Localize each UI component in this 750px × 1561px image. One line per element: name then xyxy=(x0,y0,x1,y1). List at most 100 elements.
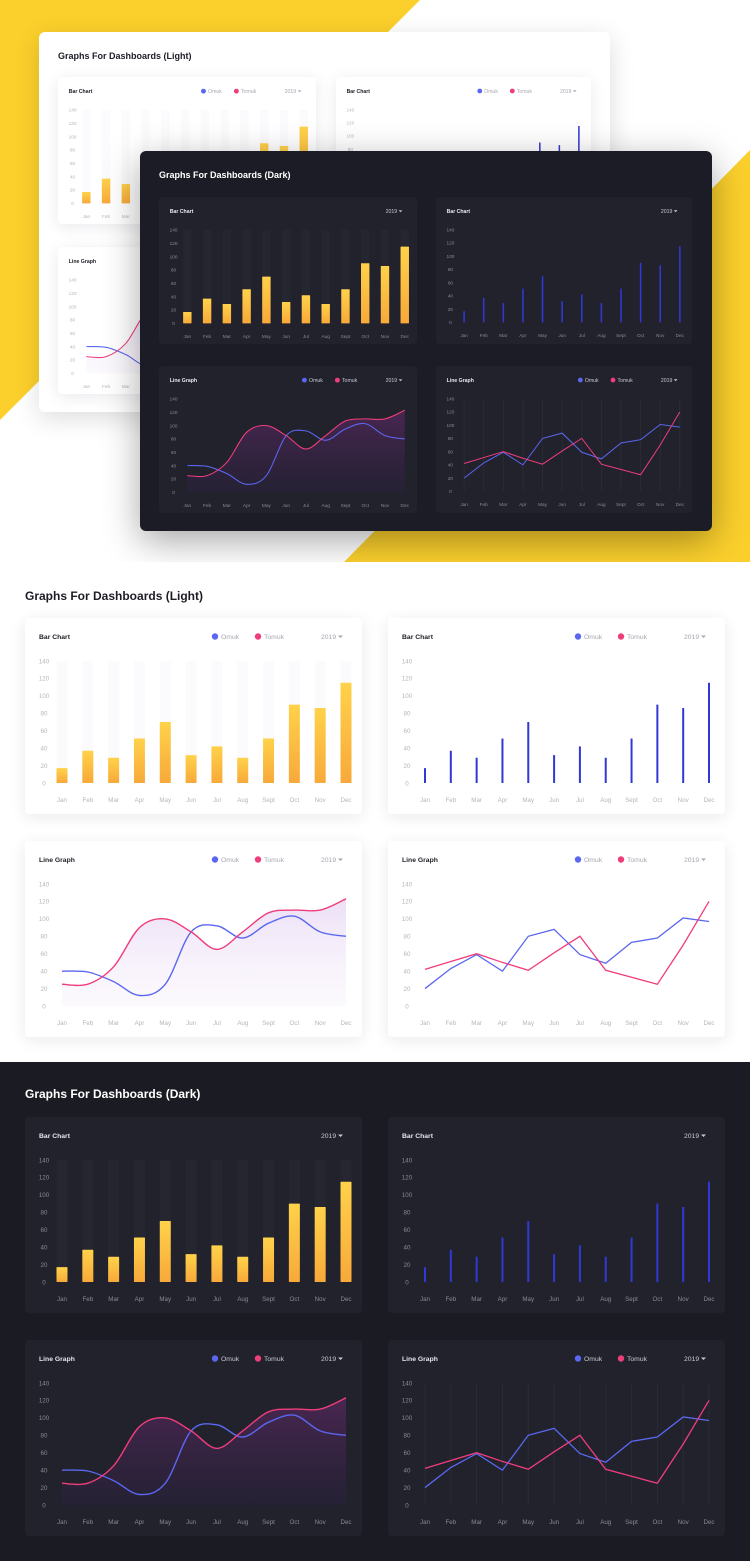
bar xyxy=(262,276,271,324)
x-tick-label: Nov xyxy=(381,503,390,509)
x-tick-label: Feb xyxy=(445,1296,456,1303)
bar xyxy=(202,298,212,324)
light-section: Graphs For Dashboards (Light) Bar Chart O… xyxy=(0,562,750,1062)
x-tick-label: May xyxy=(159,1296,172,1303)
y-tick-label: 120 xyxy=(447,410,455,415)
section-title-light: Graphs For Dashboards (Light) xyxy=(25,589,204,603)
preview-bar-chart-dark: Bar Chart 2019 0 20 40 60 80 100 120 140 Jan Feb Mar… xyxy=(159,197,417,344)
y-tick-label: 60 xyxy=(70,161,76,167)
chevron-down-icon xyxy=(701,635,706,638)
y-tick-label: 120 xyxy=(402,1398,413,1405)
year-select: 2019 xyxy=(661,378,673,384)
bar-track xyxy=(237,1160,249,1282)
year-select: 2019 xyxy=(321,857,336,864)
x-tick-label: Mar xyxy=(499,333,508,338)
bar xyxy=(301,295,311,324)
x-tick-label: Jul xyxy=(576,1296,584,1303)
x-tick-label: Sept xyxy=(625,1296,638,1303)
bar xyxy=(133,1237,145,1282)
y-tick-label: 40 xyxy=(404,745,411,752)
y-tick-label: 60 xyxy=(404,1450,411,1457)
x-tick-label: Jan xyxy=(83,214,91,220)
chevron-down-icon xyxy=(572,90,577,93)
bar-track xyxy=(211,1160,223,1282)
chart-title: Bar Chart xyxy=(69,89,93,95)
series-line-omuk xyxy=(424,1416,710,1489)
x-tick-label: May xyxy=(159,1020,172,1027)
legend-label-tomuk: Tomuk xyxy=(517,89,533,95)
x-tick-label: Mar xyxy=(122,214,131,220)
y-tick-label: 120 xyxy=(447,241,455,246)
x-tick-label: Sept xyxy=(341,334,351,340)
board-title-light: Graphs For Dashboards (Light) xyxy=(58,51,192,61)
bar xyxy=(211,746,223,783)
y-tick-label: 120 xyxy=(402,1175,413,1182)
y-tick-label: 20 xyxy=(41,1262,48,1269)
x-tick-label: Dec xyxy=(676,333,685,338)
x-tick-label: Apr xyxy=(135,1020,145,1027)
x-tick-label: Sept xyxy=(616,333,626,338)
year-select: 2019 xyxy=(560,89,572,95)
y-tick-label: 60 xyxy=(448,280,454,285)
x-tick-label: Sept xyxy=(616,502,626,507)
year-select: 2019 xyxy=(321,634,336,641)
chevron-down-icon xyxy=(338,635,343,638)
y-tick-label: 80 xyxy=(448,436,454,441)
y-tick-label: 100 xyxy=(402,916,413,923)
x-tick-label: Nov xyxy=(678,797,690,804)
bar-track xyxy=(56,1160,68,1282)
bar-track xyxy=(301,229,311,324)
y-tick-label: 40 xyxy=(448,463,454,468)
y-tick-label: 60 xyxy=(41,1227,48,1234)
legend-label-omuk: Omuk xyxy=(208,89,222,95)
bar xyxy=(108,757,120,783)
y-tick-label: 120 xyxy=(170,410,178,416)
y-tick-label: 140 xyxy=(402,1157,413,1164)
bar-track xyxy=(82,1160,94,1282)
y-tick-label: 40 xyxy=(171,463,177,469)
x-tick-label: Apr xyxy=(135,1296,145,1303)
y-tick-label: 20 xyxy=(171,308,177,314)
y-tick-label: 140 xyxy=(402,1380,413,1387)
legend-dot-omuk xyxy=(211,856,219,863)
x-tick-label: Nov xyxy=(678,1020,690,1027)
year-select: 2019 xyxy=(684,1356,699,1363)
x-tick-label: Apr xyxy=(498,1020,508,1027)
x-tick-label: Jul xyxy=(213,1296,221,1303)
x-tick-label: Aug xyxy=(597,502,606,507)
x-tick-label: Mar xyxy=(108,797,119,804)
legend-dot-omuk xyxy=(477,88,483,94)
chevron-down-icon xyxy=(338,1134,343,1137)
x-tick-label: Aug xyxy=(237,1519,249,1526)
x-tick-label: Feb xyxy=(203,334,212,340)
preview-zigzag-line-graph-dark: Line Graph Omuk Tomuk 2019 0 20 40 60 80 100 120 14… xyxy=(436,366,692,513)
bar xyxy=(341,289,350,324)
y-tick-label: 40 xyxy=(404,968,411,975)
legend-label-tomuk: Tomuk xyxy=(241,89,257,95)
x-tick-label: Jun xyxy=(282,334,290,340)
x-tick-label: Oct xyxy=(653,1296,663,1303)
year-select: 2019 xyxy=(661,209,673,215)
y-tick-label: 80 xyxy=(70,318,76,324)
x-tick-label: Oct xyxy=(637,502,645,507)
x-tick-label: Aug xyxy=(237,1020,249,1027)
legend-label-tomuk: Tomuk xyxy=(342,378,358,384)
y-tick-label: 100 xyxy=(346,134,354,139)
y-tick-label: 40 xyxy=(41,745,48,752)
x-tick-label: Jan xyxy=(460,333,468,338)
y-tick-label: 120 xyxy=(39,1175,50,1182)
x-tick-label: May xyxy=(522,1296,535,1303)
tomuk-area xyxy=(62,898,346,1006)
y-tick-label: 20 xyxy=(41,763,48,770)
bar-track xyxy=(82,109,91,204)
x-tick-label: Jun xyxy=(186,797,197,804)
series-line-tomuk xyxy=(424,901,710,985)
x-tick-label: May xyxy=(538,502,548,507)
x-tick-label: Mar xyxy=(471,797,482,804)
x-tick-label: Dec xyxy=(340,1519,351,1526)
x-tick-label: Oct xyxy=(290,797,300,804)
x-tick-label: Sept xyxy=(625,1020,638,1027)
y-tick-label: 140 xyxy=(170,397,178,403)
x-tick-label: Dec xyxy=(340,797,351,804)
x-tick-label: Jan xyxy=(57,1519,68,1526)
